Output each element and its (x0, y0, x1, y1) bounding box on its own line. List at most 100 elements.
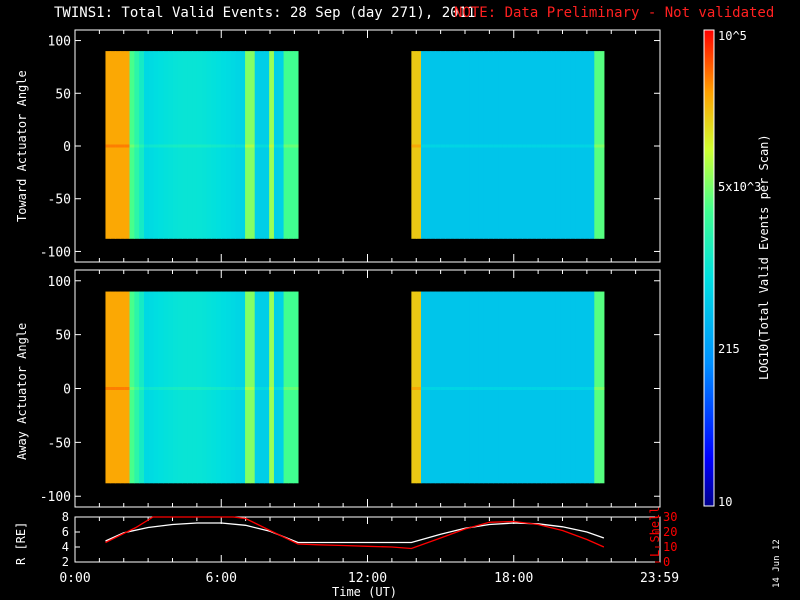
colorbar-tick-label: 10^5 (718, 29, 747, 43)
zero-angle-band (483, 144, 489, 148)
zero-angle-band (502, 144, 509, 148)
y-tick-label: -100 (40, 245, 71, 260)
zero-angle-band (517, 144, 523, 148)
middle-panel-ylabel: Away Actuator Angle (15, 322, 29, 460)
left-y-tick-label: 4 (62, 540, 69, 554)
zero-angle-band (273, 387, 280, 390)
y-tick-label: 0 (63, 140, 71, 155)
zero-angle-band (206, 387, 212, 390)
zero-angle-band (288, 387, 294, 390)
zero-angle-band (119, 144, 126, 148)
zero-angle-band (546, 387, 552, 390)
zero-angle-band (196, 144, 203, 148)
zero-angle-band (225, 387, 232, 390)
left-y-tick-label: 8 (62, 510, 69, 524)
zero-angle-band (512, 387, 518, 390)
zero-angle-band (498, 387, 504, 390)
zero-angle-band (493, 387, 499, 390)
zero-angle-band (235, 144, 241, 148)
zero-angle-band (565, 387, 571, 390)
zero-angle-band (469, 144, 475, 148)
zero-angle-band (445, 144, 451, 148)
zero-angle-band (177, 144, 183, 148)
zero-angle-band (235, 387, 241, 390)
zero-angle-band (139, 144, 145, 148)
zero-angle-band (163, 387, 169, 390)
zero-angle-band (192, 387, 198, 390)
zero-angle-band (153, 144, 159, 148)
zero-angle-band (454, 144, 461, 148)
zero-angle-band (473, 387, 480, 390)
zero-angle-band (153, 387, 159, 390)
y-tick-label: -50 (48, 193, 71, 208)
zero-angle-band (546, 144, 552, 148)
zero-angle-band (245, 144, 251, 148)
x-axis-title: Time (UT) (332, 585, 398, 599)
zero-angle-band (278, 387, 285, 390)
y-tick-label: 50 (55, 87, 71, 102)
bottom-panel-right-ylabel: L Shell (648, 506, 662, 557)
zero-angle-band (425, 144, 432, 148)
zero-angle-band (584, 144, 590, 148)
top-panel-ylabel: Toward Actuator Angle (15, 70, 29, 222)
preliminary-note: NOTE: Data Preliminary - Not validated (454, 5, 775, 21)
zero-angle-band (560, 387, 566, 390)
zero-angle-band (293, 144, 299, 148)
x-tick-label: 23:59 (640, 571, 679, 586)
line-layer (105, 516, 605, 550)
zero-angle-band (473, 144, 480, 148)
zero-angle-band (269, 144, 275, 148)
zero-angle-band (124, 144, 131, 148)
zero-angle-band (522, 144, 528, 148)
zero-angle-band (240, 387, 246, 390)
left-y-tick-label: 6 (62, 525, 69, 539)
zero-angle-band (469, 387, 475, 390)
zero-angle-band (454, 387, 461, 390)
zero-angle-band (139, 387, 145, 390)
zero-angle-band (421, 144, 427, 148)
zero-angle-band (435, 144, 441, 148)
zero-angle-band (283, 144, 289, 148)
colorbar-tick-label: 5x10^3 (718, 180, 761, 194)
zero-angle-band (416, 144, 422, 148)
zero-angle-band (230, 144, 236, 148)
zero-angle-band (196, 387, 203, 390)
y-tick-label: 50 (55, 329, 71, 344)
zero-angle-band (134, 387, 140, 390)
zero-angle-band (177, 387, 183, 390)
zero-angle-band (119, 387, 126, 390)
zero-angle-band (488, 387, 494, 390)
zero-angle-band (550, 144, 557, 148)
zero-angle-band (459, 387, 465, 390)
zero-angle-band (430, 144, 436, 148)
y-tick-label: 0 (63, 383, 71, 398)
zero-angle-band (570, 387, 576, 390)
zero-angle-band (449, 144, 456, 148)
colorbar-tick-label: 10 (718, 495, 732, 509)
right-y-tick-label: 10 (663, 540, 677, 554)
zero-angle-band (411, 144, 417, 148)
zero-angle-band (129, 144, 135, 148)
zero-angle-band (259, 387, 265, 390)
zero-angle-band (555, 144, 562, 148)
y-tick-label: 100 (48, 275, 71, 290)
zero-angle-band (158, 144, 164, 148)
zero-angle-band (211, 387, 217, 390)
zero-angle-band (115, 144, 121, 148)
x-tick-label: 0:00 (59, 571, 90, 586)
zero-angle-band (249, 144, 256, 148)
zero-angle-band (526, 387, 533, 390)
zero-angle-band (283, 387, 289, 390)
zero-angle-band (589, 144, 595, 148)
zero-angle-band (435, 387, 441, 390)
zero-angle-band (541, 387, 547, 390)
zero-angle-band (110, 144, 116, 148)
lshell-series-line (105, 516, 605, 550)
zero-angle-band (201, 144, 208, 148)
zero-angle-band (216, 387, 222, 390)
zero-angle-band (115, 387, 121, 390)
zero-angle-band (148, 387, 155, 390)
zero-angle-band (221, 144, 227, 148)
zero-angle-band (148, 144, 155, 148)
